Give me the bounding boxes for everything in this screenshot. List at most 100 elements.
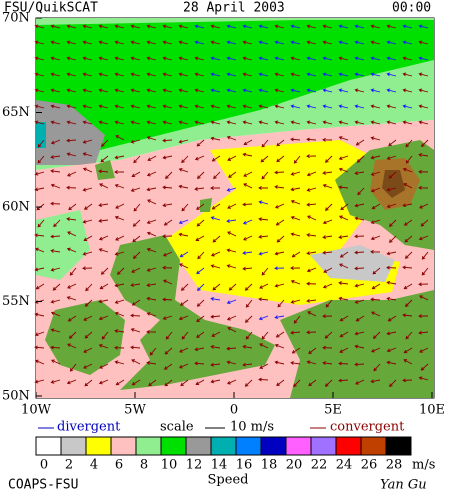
time: 00:00 [392, 1, 431, 16]
wind-arrow [66, 120, 77, 125]
wind-arrow [146, 136, 157, 141]
wind-arrow [386, 347, 397, 353]
wind-arrow [418, 104, 429, 109]
wind-arrow [226, 219, 237, 223]
wind-arrow [242, 219, 253, 225]
wind-arrow [67, 315, 77, 322]
wind-arrow [354, 203, 365, 208]
wind-arrow [50, 328, 61, 333]
wind-arrow [402, 72, 413, 77]
wind-arrow [114, 360, 125, 365]
wind-arrow [290, 199, 301, 205]
wind-arrow [338, 120, 349, 125]
wind-arrow [50, 139, 61, 145]
colorbar-box [60, 436, 87, 456]
wind-arrow [83, 347, 93, 353]
wind-arrow [370, 88, 381, 93]
wind-arrow [291, 251, 301, 258]
wind-arrow [114, 215, 125, 221]
colorbar-box [385, 436, 412, 456]
wind-arrow [308, 379, 317, 387]
wind-arrow [306, 360, 317, 365]
wind-arrow [98, 56, 109, 61]
wind-arrow [69, 267, 77, 276]
wind-arrow [418, 56, 429, 61]
wind-arrow [242, 251, 253, 255]
wind-arrow [418, 40, 429, 45]
wind-arrow [98, 248, 109, 253]
wind-arrow [146, 283, 157, 287]
wind-arrow [274, 266, 285, 271]
colorbar-label: 28 [386, 458, 403, 473]
wind-arrow [386, 360, 397, 365]
wind-arrow [259, 363, 269, 369]
wind-arrow [162, 265, 173, 270]
wind-arrow [388, 171, 397, 179]
wind-arrow [179, 347, 189, 353]
wind-arrow [339, 215, 349, 221]
wind-arrow [131, 299, 141, 306]
wind-arrow [418, 169, 429, 174]
wind-arrow [418, 153, 429, 157]
wind-arrow [339, 347, 349, 353]
wind-arrow [164, 379, 173, 387]
wind-arrow [402, 167, 413, 173]
wind-arrow [194, 88, 205, 93]
wind-arrow [179, 251, 189, 258]
wind-arrow [259, 283, 269, 289]
wind-arrow [258, 24, 269, 29]
wind-arrow [354, 344, 365, 349]
wind-arrow [50, 234, 61, 239]
wind-arrow [306, 120, 317, 125]
wind-arrow [354, 331, 365, 336]
wind-arrow [181, 203, 189, 212]
wind-arrow [178, 232, 189, 237]
wind-arrow [34, 267, 45, 272]
wind-arrow [403, 359, 413, 365]
wind-arrow [34, 359, 45, 365]
wind-arrow [306, 202, 317, 207]
wind-arrow [261, 139, 269, 148]
wind-arrow [322, 40, 333, 45]
wind-arrow [180, 379, 189, 387]
wind-arrow [114, 329, 125, 333]
wind-arrow [146, 72, 157, 77]
wind-arrow [370, 120, 381, 125]
wind-arrow [196, 315, 205, 323]
wind-arrow [37, 219, 45, 228]
wind-arrow [194, 120, 205, 125]
wind-arrow [354, 266, 365, 271]
map [34, 17, 435, 399]
wind-arrow [66, 152, 77, 157]
wind-arrow [146, 296, 157, 301]
wind-arrow [98, 72, 109, 77]
wind-arrow [306, 171, 317, 177]
wind-arrow [50, 104, 61, 109]
wind-arrow [213, 171, 221, 180]
wind-arrow [386, 280, 397, 285]
colorbar-box [210, 436, 237, 456]
wind-arrow [419, 203, 429, 209]
wind-arrow [404, 235, 413, 243]
wind-arrow [226, 187, 237, 192]
wind-arrow [162, 315, 173, 320]
wind-arrow [274, 56, 285, 61]
wind-arrow [258, 88, 269, 93]
wind-arrow [293, 379, 301, 388]
wind-arrow [130, 120, 141, 125]
wind-arrow [274, 104, 285, 109]
wind-arrow [148, 379, 157, 387]
wind-arrow [322, 345, 333, 350]
wind-arrow [210, 24, 221, 29]
wind-arrow [290, 171, 301, 176]
wind-arrow [210, 362, 221, 367]
wind-arrow [179, 263, 189, 269]
wind-arrow [37, 155, 45, 164]
wind-arrow [210, 136, 221, 141]
wind-arrow [338, 155, 349, 161]
wind-arrow [354, 283, 365, 288]
wind-arrow [114, 24, 125, 29]
wind-arrow [194, 104, 205, 109]
wind-arrow [322, 171, 333, 175]
wind-arrow [322, 88, 333, 93]
